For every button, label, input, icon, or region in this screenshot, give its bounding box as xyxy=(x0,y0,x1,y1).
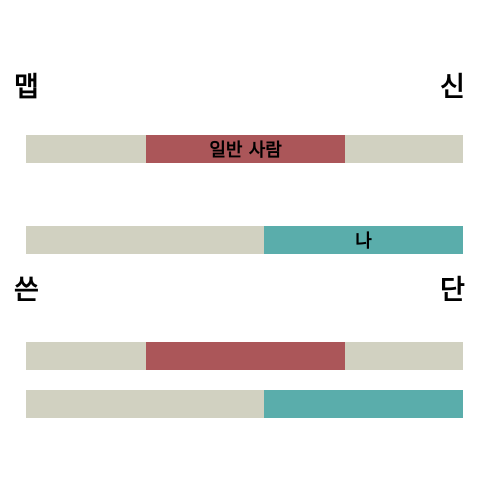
scale-fill-me-sweet xyxy=(264,390,463,418)
scale-track-4 xyxy=(26,390,463,418)
label-bitter: 쓴 xyxy=(14,275,39,306)
scale-track-1: 일반 사람 xyxy=(26,135,463,163)
label-sweet: 단 xyxy=(440,275,465,306)
scale-track-3 xyxy=(26,342,463,370)
label-sour: 신 xyxy=(440,72,465,103)
scale-fill-average-person-spicy: 일반 사람 xyxy=(146,135,345,163)
scale-fill-label: 나 xyxy=(355,231,372,252)
scale-fill-label: 일반 사람 xyxy=(209,140,282,161)
scale-fill-average-person-bitter xyxy=(146,342,345,370)
label-spicy: 맵 xyxy=(14,72,39,103)
scale-track-2: 나 xyxy=(26,226,463,254)
scale-fill-me-sour: 나 xyxy=(264,226,463,254)
